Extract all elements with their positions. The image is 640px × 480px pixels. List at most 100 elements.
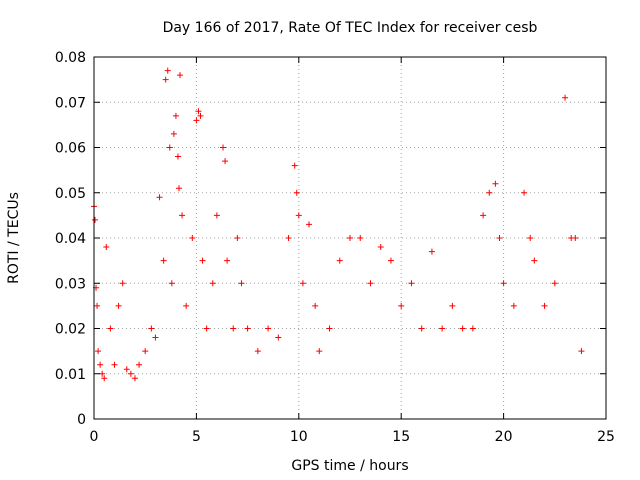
data-point (531, 257, 538, 264)
data-point (111, 361, 118, 368)
data-point (127, 370, 134, 377)
data-point (189, 235, 196, 241)
data-point (95, 348, 102, 355)
data-points (91, 67, 585, 382)
data-point (299, 280, 306, 287)
data-point (92, 216, 99, 223)
y-tick-label: 0.05 (55, 186, 86, 202)
data-point (230, 325, 237, 332)
x-axis-title: GPS time / hours (291, 458, 408, 474)
x-tick-label: 5 (192, 429, 201, 445)
data-point (99, 370, 106, 377)
data-point (172, 112, 179, 119)
data-point (336, 257, 343, 264)
data-point (97, 361, 104, 368)
data-point (101, 375, 108, 382)
data-point (527, 235, 534, 241)
data-point (244, 325, 251, 332)
data-point (234, 235, 241, 241)
data-point (500, 280, 507, 287)
axis-ticks: 0 5 10 15 20 25 0 0.01 0.02 0.03 0.04 0.05 0.06 0.07 0… (55, 50, 615, 445)
data-point (459, 325, 466, 332)
data-point (316, 348, 323, 355)
y-tick-label: 0.04 (55, 231, 86, 247)
y-tick-label: 0 (77, 412, 86, 428)
data-point (175, 185, 182, 192)
data-point (224, 257, 231, 264)
y-axis-title: ROTI / TECUs (6, 192, 22, 284)
data-point (387, 257, 394, 264)
data-point (449, 302, 456, 309)
data-point (203, 325, 210, 332)
x-tick-label: 10 (290, 429, 308, 445)
data-point (193, 117, 200, 124)
data-point (123, 366, 130, 373)
data-point (115, 302, 122, 309)
data-point (486, 189, 493, 196)
data-point (295, 212, 302, 219)
data-point (199, 257, 206, 264)
data-point (562, 94, 569, 101)
data-point (293, 189, 300, 196)
data-point (428, 248, 435, 255)
chart-title: Day 166 of 2017, Rate Of TEC Index for r… (163, 20, 538, 36)
data-point (275, 334, 282, 341)
data-point (312, 302, 319, 309)
data-point (103, 244, 110, 251)
data-point (170, 130, 177, 137)
y-tick-label: 0.01 (55, 367, 86, 383)
y-tick-label: 0.02 (55, 322, 86, 338)
data-point (164, 67, 171, 74)
data-point (521, 189, 528, 196)
data-point (195, 108, 202, 115)
data-point (222, 158, 229, 165)
data-point (480, 212, 487, 219)
data-point (285, 235, 292, 241)
data-point (142, 348, 149, 355)
data-point (347, 235, 353, 241)
data-point (326, 325, 333, 332)
x-tick-label: 20 (495, 429, 513, 445)
data-point (541, 302, 548, 309)
data-point (265, 325, 272, 332)
data-point (439, 325, 446, 332)
data-point (551, 280, 558, 287)
data-point (168, 280, 175, 287)
data-point (357, 235, 364, 241)
data-point (492, 180, 499, 187)
data-point (197, 112, 204, 119)
data-point (398, 302, 405, 309)
x-tick-label: 15 (392, 429, 410, 445)
data-point (469, 325, 476, 332)
data-point (220, 144, 227, 151)
data-point (408, 280, 415, 287)
data-point (496, 235, 503, 241)
data-point (418, 325, 425, 332)
data-point (152, 334, 159, 341)
x-tick-label: 25 (597, 429, 615, 445)
data-point (160, 257, 167, 264)
y-tick-label: 0.03 (55, 276, 86, 292)
data-point (291, 162, 298, 169)
data-point (572, 235, 579, 241)
data-point (131, 375, 138, 382)
data-point (156, 194, 163, 201)
data-point (136, 361, 143, 368)
data-point (107, 325, 114, 332)
data-point (213, 212, 220, 219)
x-tick-label: 0 (90, 429, 99, 445)
data-point (578, 348, 585, 355)
data-point (162, 76, 169, 83)
data-point (306, 221, 313, 228)
data-point (179, 212, 186, 219)
data-point (209, 280, 216, 287)
y-tick-label: 0.07 (55, 95, 86, 111)
data-point (254, 348, 261, 355)
data-point (377, 244, 384, 251)
data-point (238, 280, 245, 287)
data-point (510, 302, 517, 309)
data-point (166, 144, 173, 151)
data-point (174, 153, 181, 160)
